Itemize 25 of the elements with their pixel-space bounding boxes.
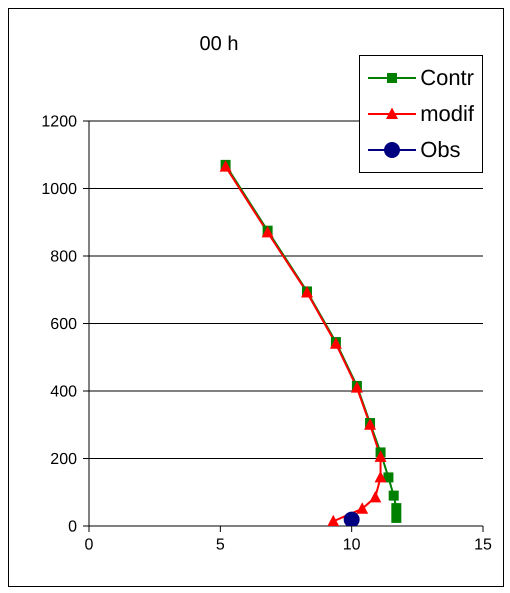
chart-title: 00 h [198, 33, 240, 56]
x-tick-label: 0 [84, 536, 94, 554]
point [383, 472, 394, 482]
point [391, 512, 402, 523]
legend-label: modif [420, 101, 474, 127]
x-tick-label: 5 [216, 536, 225, 554]
legend-label: Obs [420, 137, 461, 163]
y-tick-label: 600 [50, 316, 78, 334]
point [388, 490, 399, 501]
point [327, 514, 340, 526]
y-tick-label: 0 [68, 518, 78, 536]
point [356, 502, 368, 514]
point [391, 503, 402, 514]
y-tick-label: 200 [50, 451, 78, 468]
y-tick-label: 1000 [41, 181, 78, 198]
y-tick-label: 800 [50, 248, 78, 266]
legend-label: Contr [420, 65, 474, 91]
x-tick-label: 15 [474, 536, 492, 554]
point [374, 470, 387, 482]
y-tick-label: 1200 [41, 114, 78, 131]
point [369, 490, 382, 502]
point [374, 450, 387, 462]
y-tick-label: 400 [50, 384, 78, 401]
x-tick-label: 10 [342, 536, 361, 554]
point [344, 512, 360, 526]
